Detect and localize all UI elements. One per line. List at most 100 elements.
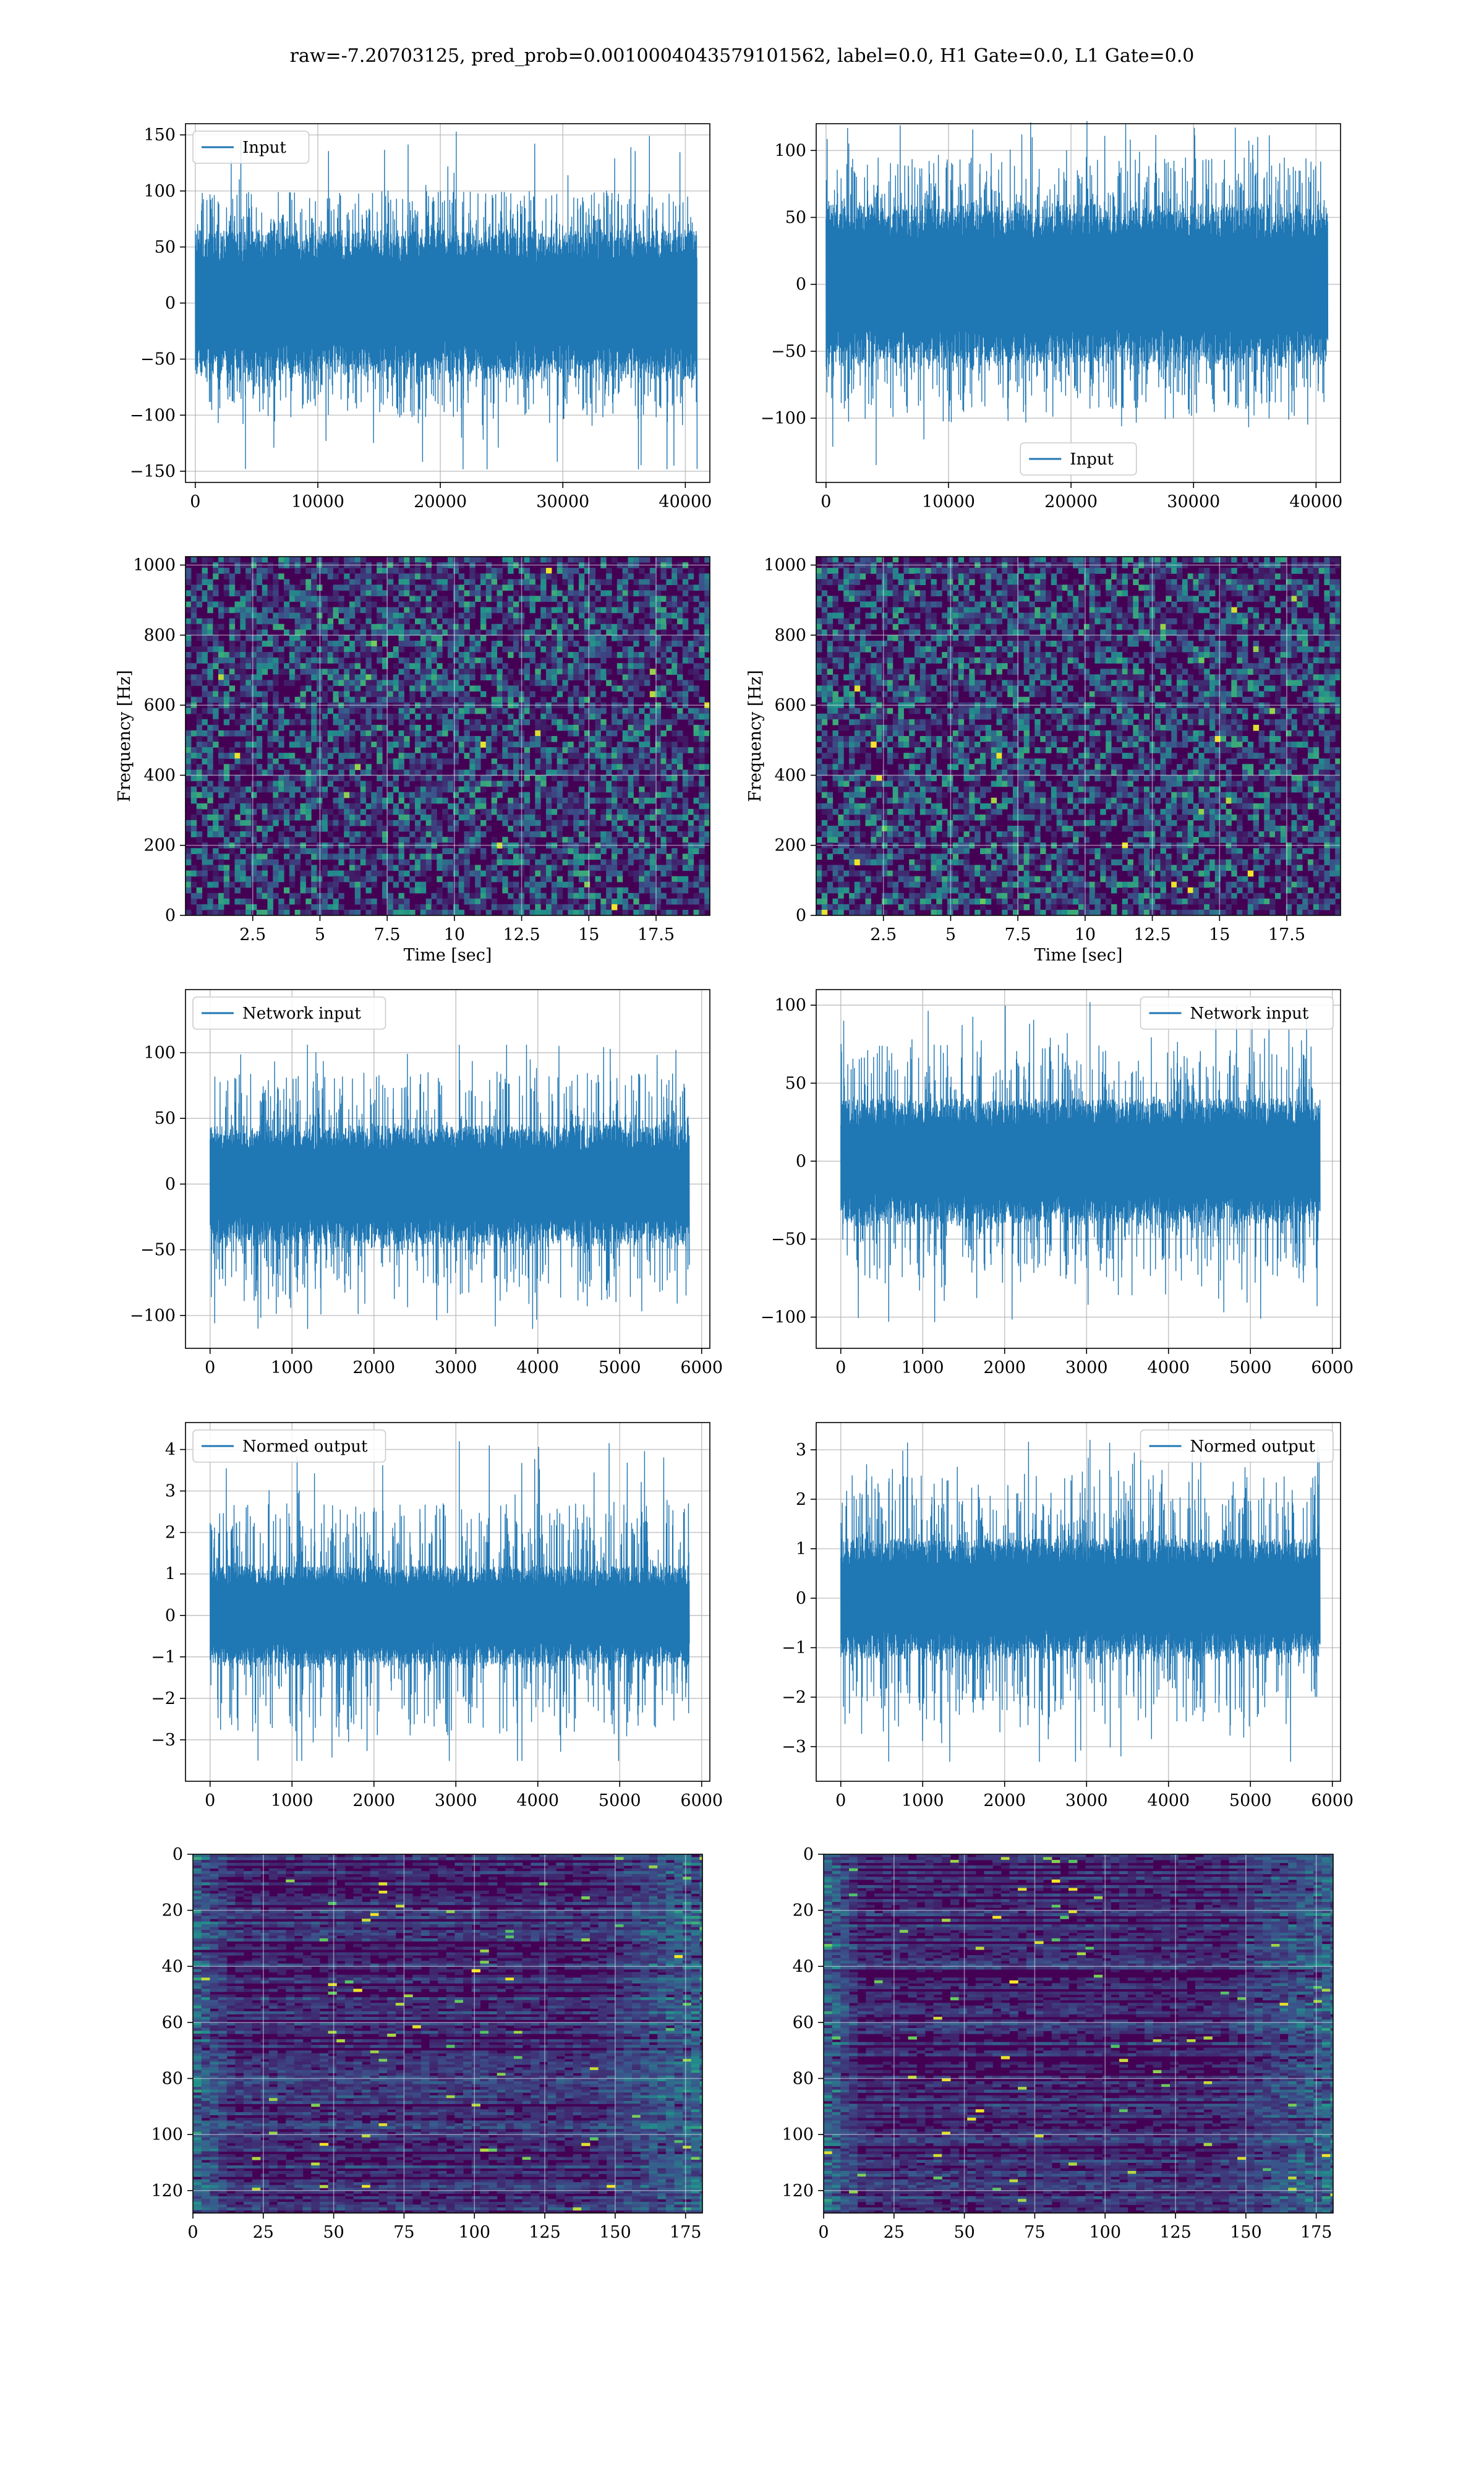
heatmap-cell [524, 848, 531, 854]
heatmap-cell [622, 814, 629, 821]
heatmap-cell [311, 640, 317, 647]
heatmap-cell [377, 584, 383, 591]
heatmap-cell [458, 769, 465, 776]
heatmap-cell [469, 842, 475, 849]
heatmap-cell [568, 881, 574, 888]
heatmap-cell [518, 680, 525, 687]
heatmap-cell [655, 646, 662, 653]
heatmap-cell [365, 736, 372, 742]
heatmap-cell [267, 584, 273, 591]
heatmap-cell [223, 870, 230, 877]
heatmap-cell [229, 848, 236, 854]
heatmap-cell [952, 601, 959, 608]
heatmap-cell [415, 854, 421, 860]
heatmap-cell [245, 797, 252, 804]
heatmap-cell [660, 792, 667, 798]
heatmap-cell [1214, 612, 1221, 619]
heatmap-cell [612, 904, 618, 910]
heatmap-cell [415, 803, 421, 810]
heatmap-cell [365, 573, 372, 580]
heatmap-cell [344, 618, 350, 625]
heatmap-cell [660, 814, 667, 821]
heatmap-cell [202, 769, 208, 776]
heatmap-cell [859, 629, 866, 636]
heatmap-cell [919, 607, 926, 614]
heatmap-cell [649, 629, 656, 636]
heatmap-cell [535, 669, 541, 675]
heatmap-cell [284, 584, 290, 591]
heatmap-cell [267, 652, 273, 658]
heatmap-cell [497, 814, 503, 821]
heatmap-cell [437, 646, 443, 653]
heatmap-cell [535, 663, 541, 669]
heatmap-cell [535, 831, 541, 837]
heatmap-cell [469, 635, 475, 641]
heatmap-cell [469, 669, 475, 675]
heatmap-cell [1013, 623, 1019, 630]
heatmap-cell [655, 708, 662, 714]
heatmap-cell [267, 814, 273, 821]
heatmap-cell [958, 618, 965, 625]
heatmap-cell [311, 657, 317, 664]
heatmap-cell [562, 568, 568, 574]
heatmap-cell [475, 909, 481, 915]
heatmap-cell [660, 758, 667, 764]
heatmap-cell [639, 730, 645, 737]
heatmap-cell [196, 596, 203, 602]
heatmap-cell [595, 579, 601, 585]
heatmap-cell [229, 579, 236, 585]
heatmap-cell [693, 881, 699, 888]
heatmap-cell [704, 573, 710, 580]
heatmap-cell [284, 837, 290, 843]
heatmap-cell [322, 814, 328, 821]
heatmap-cell [666, 579, 672, 585]
heatmap-cell [568, 573, 574, 580]
heatmap-cell [969, 590, 975, 597]
heatmap-cell [251, 708, 257, 714]
heatmap-cell [458, 685, 465, 692]
heatmap-cell [909, 596, 915, 602]
heatmap-cell [448, 618, 454, 625]
heatmap-cell [196, 629, 203, 636]
heatmap-cell [409, 842, 416, 849]
heatmap-cell [909, 584, 915, 591]
heatmap-cell [387, 909, 394, 915]
heatmap-cell [704, 870, 710, 877]
heatmap-cell [1275, 562, 1281, 568]
heatmap-cell [256, 629, 263, 636]
heatmap-cell [502, 646, 508, 653]
heatmap-cell [202, 904, 208, 910]
heatmap-cell [213, 808, 219, 815]
heatmap-cell [556, 562, 563, 568]
heatmap-cell [333, 596, 339, 602]
heatmap-cell [909, 579, 915, 585]
heatmap-cell [338, 724, 344, 731]
heatmap-cell [600, 607, 607, 614]
heatmap-cell [267, 848, 273, 854]
heatmap-cell [958, 568, 965, 574]
heatmap-cell [616, 814, 623, 821]
heatmap-cell [556, 764, 563, 770]
heatmap-cell [262, 696, 268, 703]
heatmap-cell [1308, 568, 1314, 574]
heatmap-cell [458, 742, 465, 748]
heatmap-cell [196, 781, 203, 787]
heatmap-cell [551, 674, 558, 680]
heatmap-cell [546, 803, 552, 810]
heatmap-cell [666, 646, 672, 653]
heatmap-cell [317, 719, 323, 726]
heatmap-cell [251, 691, 257, 698]
heatmap-cell [284, 820, 290, 826]
heatmap-cell [262, 859, 268, 866]
heatmap-cell [289, 842, 296, 849]
heatmap-cell [333, 898, 339, 905]
heatmap-cell [616, 848, 623, 854]
heatmap-cell [453, 769, 459, 776]
heatmap-cell [1264, 573, 1270, 580]
heatmap-cell [365, 842, 372, 849]
heatmap-cell [425, 865, 432, 871]
heatmap-cell [518, 792, 525, 798]
heatmap-cell [349, 870, 356, 877]
heatmap-cell [1133, 568, 1139, 574]
heatmap-cell [437, 674, 443, 680]
